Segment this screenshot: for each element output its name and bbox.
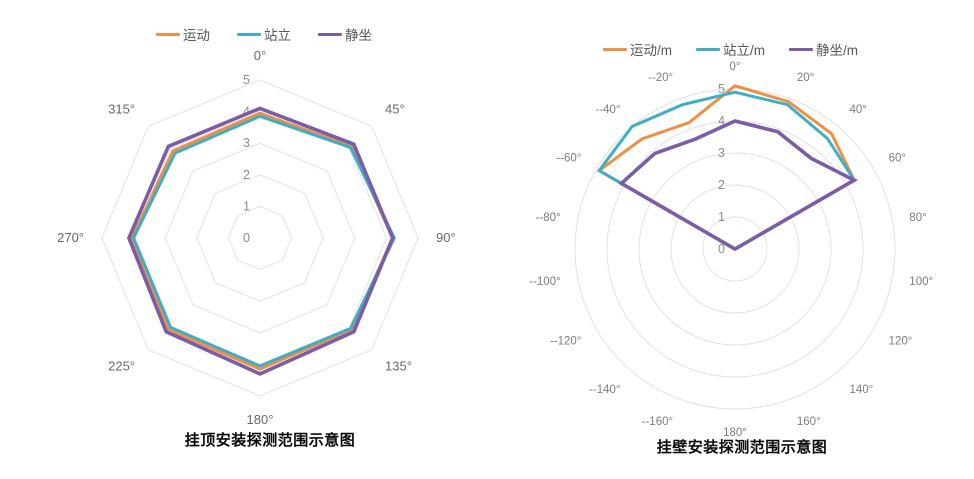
legend-swatch-standing xyxy=(696,47,720,51)
svg-text:0°: 0° xyxy=(254,48,266,63)
svg-text:--100°: --100° xyxy=(529,276,560,288)
legend-item-motion: 运动/m xyxy=(603,39,672,59)
ceiling-radar-figure: 运动 站立 静坐 0 1 2 3 4 5 0° 45° 90° 135° 180° 225° 270° 3… xyxy=(57,24,456,449)
angle-labels: 0° 45° 90° 135° 180° 225° 270° 315° xyxy=(57,48,456,427)
legend-label-sitting: 静坐 xyxy=(345,28,372,43)
svg-text:2: 2 xyxy=(243,168,250,182)
legend-label-motion: 运动/m xyxy=(630,43,672,58)
legend-swatch-sitting xyxy=(318,32,342,36)
angle-labels: 0° 20° 40° 60° 80° 100° 120° 140° 160° 180° --160°… xyxy=(529,61,933,439)
svg-text:3: 3 xyxy=(243,136,250,150)
legend-swatch-standing xyxy=(237,32,261,36)
legend-label-standing: 站立 xyxy=(264,28,291,43)
svg-text:--160°: --160° xyxy=(642,416,673,428)
svg-text:20°: 20° xyxy=(797,72,814,84)
svg-text:45°: 45° xyxy=(385,101,405,116)
svg-text:180°: 180° xyxy=(247,412,274,427)
radial-tick-labels: 0 1 2 3 4 5 xyxy=(718,82,725,256)
svg-text:--120°: --120° xyxy=(550,336,581,348)
series-line-standing xyxy=(131,114,396,368)
chart-title: 挂顶安装探测范围示意图 xyxy=(184,432,356,449)
chart-legend: 运动/m 站立/m 静坐/m xyxy=(603,39,858,59)
svg-text:90°: 90° xyxy=(436,230,456,245)
svg-text:5: 5 xyxy=(243,73,250,87)
svg-text:120°: 120° xyxy=(889,336,913,348)
svg-text:0: 0 xyxy=(243,231,250,245)
svg-text:1: 1 xyxy=(243,199,250,213)
svg-text:3: 3 xyxy=(718,146,725,160)
legend-swatch-sitting xyxy=(789,47,813,51)
svg-text:--80°: --80° xyxy=(536,212,561,224)
svg-text:--20°: --20° xyxy=(648,72,673,84)
svg-text:140°: 140° xyxy=(850,384,874,396)
svg-text:100°: 100° xyxy=(909,276,933,288)
svg-text:0: 0 xyxy=(718,242,725,256)
legend-item-standing: 站立/m xyxy=(696,39,765,59)
legend-label-standing: 站立/m xyxy=(723,43,765,58)
svg-text:1: 1 xyxy=(718,210,725,224)
legend-item-sitting: 静坐/m xyxy=(789,39,858,59)
chart-legend: 运动 站立 静坐 xyxy=(156,24,372,44)
legend-label-motion: 运动 xyxy=(183,28,210,43)
grid-rings xyxy=(101,79,419,397)
legend-swatch-motion xyxy=(603,47,627,51)
svg-text:160°: 160° xyxy=(797,416,821,428)
svg-text:--60°: --60° xyxy=(556,153,581,165)
svg-text:--40°: --40° xyxy=(595,104,620,116)
svg-text:225°: 225° xyxy=(108,359,135,374)
svg-text:2: 2 xyxy=(718,178,725,192)
svg-text:--140°: --140° xyxy=(589,384,620,396)
svg-text:4: 4 xyxy=(718,114,725,128)
ceiling-radar-plot: 0 1 2 3 4 5 0° 45° 90° 135° 180° 225° 270° 315° xyxy=(57,48,456,427)
svg-text:0°: 0° xyxy=(730,61,741,73)
svg-text:60°: 60° xyxy=(889,153,906,165)
radial-tick-labels: 0 1 2 3 4 5 xyxy=(243,73,250,245)
series-line-sitting xyxy=(126,106,395,376)
legend-label-sitting: 静坐/m xyxy=(816,43,858,58)
svg-text:40°: 40° xyxy=(850,104,867,116)
svg-text:270°: 270° xyxy=(57,230,84,245)
svg-text:315°: 315° xyxy=(108,101,135,116)
chart-title: 挂壁安装探测范围示意图 xyxy=(656,439,828,456)
svg-text:80°: 80° xyxy=(909,212,926,224)
wall-radar-plot: 0 1 2 3 4 5 0° 20° 40° 60° 80° 100° 120° 140° 160° 180°… xyxy=(529,61,933,439)
legend-item-sitting: 静坐 xyxy=(318,24,372,44)
series-line-sitting xyxy=(618,119,858,252)
svg-text:5: 5 xyxy=(718,82,725,96)
svg-text:135°: 135° xyxy=(385,359,412,374)
svg-text:4: 4 xyxy=(243,105,250,119)
legend-swatch-motion xyxy=(156,32,180,36)
legend-item-motion: 运动 xyxy=(156,24,210,44)
wall-radar-figure: 运动/m 站立/m 静坐/m 0 1 2 3 4 5 0° 20° 40° 60° 80° 100° 1… xyxy=(490,0,974,479)
svg-text:180°: 180° xyxy=(723,427,747,439)
legend-item-standing: 站立 xyxy=(237,24,291,44)
